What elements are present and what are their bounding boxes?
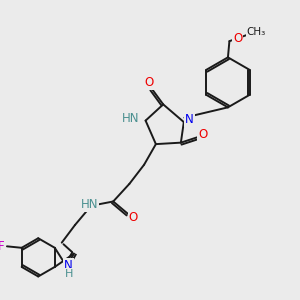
Text: F: F — [0, 239, 5, 253]
Text: O: O — [198, 128, 208, 141]
Text: H: H — [64, 269, 73, 279]
Text: O: O — [129, 211, 138, 224]
Text: N: N — [64, 259, 73, 272]
Text: CH₃: CH₃ — [246, 27, 266, 37]
Text: N: N — [185, 113, 194, 126]
Text: HN: HN — [81, 198, 98, 211]
Text: HN: HN — [122, 112, 139, 125]
Text: O: O — [145, 76, 154, 89]
Text: O: O — [233, 32, 242, 45]
